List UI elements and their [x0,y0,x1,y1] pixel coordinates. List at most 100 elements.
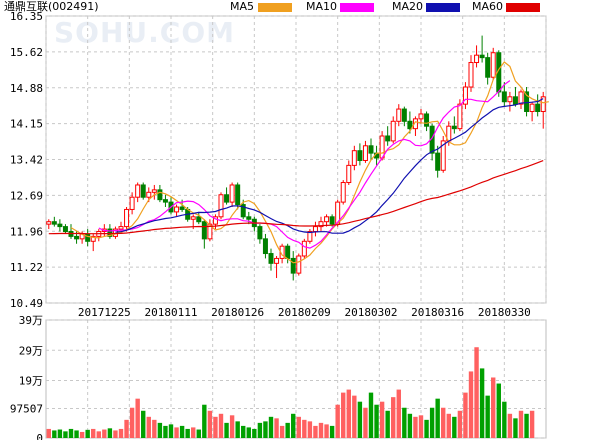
volume-bar-down [263,421,268,438]
volume-bar-down [224,422,229,438]
legend-swatch-ma20 [426,3,460,12]
volume-bar-up [346,389,351,438]
price-tick-label: 10.49 [10,297,43,310]
volume-bar-up [474,347,479,438]
candle-up [207,223,213,240]
volume-bar-up [396,389,401,438]
volume-bar-down [368,392,374,438]
volume-bar-up [468,371,474,438]
volume-bar-down [241,425,246,438]
candle-up [540,96,546,113]
date-tick-label: 20180316 [411,306,464,319]
volume-bar-down [291,413,296,438]
volume-bar-up [213,416,218,438]
legend-swatch-ma5 [258,3,292,12]
volume-bar-down [268,416,274,438]
volume-bar-down [285,422,290,438]
volume-bar-up [229,415,235,438]
volume-bar-up [324,424,329,438]
volume-bar-down [479,368,485,438]
candle-down [435,152,441,171]
volume-bar-down [374,404,379,438]
volume-bar-down [163,425,168,438]
volume-bar-up [129,407,135,438]
candle-up [90,235,96,242]
ma10-line [98,80,511,249]
date-tick-label: 20180330 [478,306,531,319]
volume-bar-down [141,410,146,438]
candle-up [146,191,152,198]
candle-up [218,194,224,218]
candle-down [424,113,430,127]
candle-up [418,113,424,120]
volume-bar-down [435,398,440,438]
candle-up [390,120,396,142]
candle-up [324,216,330,223]
candle-up [112,228,118,237]
volume-bar-down [513,418,518,438]
candle-down [62,226,68,232]
volume-bar-up [146,416,151,438]
volume-bar-up [457,410,463,438]
volume-bar-up [102,429,107,438]
candle-down [357,150,363,161]
date-tick-label: 20180209 [278,306,331,319]
candle-down [501,91,507,103]
volume-bar-up [529,410,535,438]
candle-up [474,54,480,64]
candle-up [274,257,280,264]
volume-bar-down [452,416,457,438]
candle-down [407,120,413,130]
date-tick-label: 20180302 [345,306,398,319]
price-tick-label: 16.35 [10,10,43,23]
volume-bar-down [57,429,63,438]
volume-bar-down [485,395,490,438]
candle-down [485,57,491,78]
volume-tick-label: 29万 [19,344,43,357]
candle-up [229,184,235,203]
volume-bar-up [113,430,118,438]
volume-bar-down [179,425,185,438]
candle-up [118,226,124,230]
candle-up [312,226,318,232]
volume-bar-up [352,395,357,438]
candle-up [351,150,357,166]
candle-down [107,228,113,237]
volume-bar-up [363,407,368,438]
volume-bar-up [279,425,285,438]
candle-up [362,145,368,161]
price-tick-label: 13.42 [10,154,43,167]
candle-up [396,108,402,122]
volume-bar-down [329,425,335,438]
volume-bar-down [502,401,507,438]
volume-bar-down [68,428,74,438]
candle-down [157,189,163,201]
candle-down [524,91,530,113]
candle-down [290,257,296,274]
candle-down [262,238,268,255]
volume-bar-down [157,422,163,438]
candle-down [385,135,391,142]
candle-down [479,54,485,59]
candle-up [318,221,324,228]
candle-up [468,62,474,88]
volume-bar-up [174,427,179,438]
volume-bar-down [74,430,79,438]
volume-tick-label: 39万 [19,314,43,327]
candle-down [162,199,168,203]
volume-bar-up [118,428,124,438]
volume-bar-down [252,428,257,438]
volume-bar-down [257,422,263,438]
volume-bar-up [91,428,96,438]
candle-up [529,103,535,113]
price-tick-label: 15.62 [10,46,43,59]
date-tick-label: 20180126 [211,306,264,319]
volume-bar-up [518,410,524,438]
candle-up [346,164,352,184]
volume-bar-down [429,407,435,438]
volume-bar-up [302,419,307,438]
volume-bar-up [135,398,140,438]
candle-down [257,226,263,240]
volume-bar-up [296,416,301,438]
